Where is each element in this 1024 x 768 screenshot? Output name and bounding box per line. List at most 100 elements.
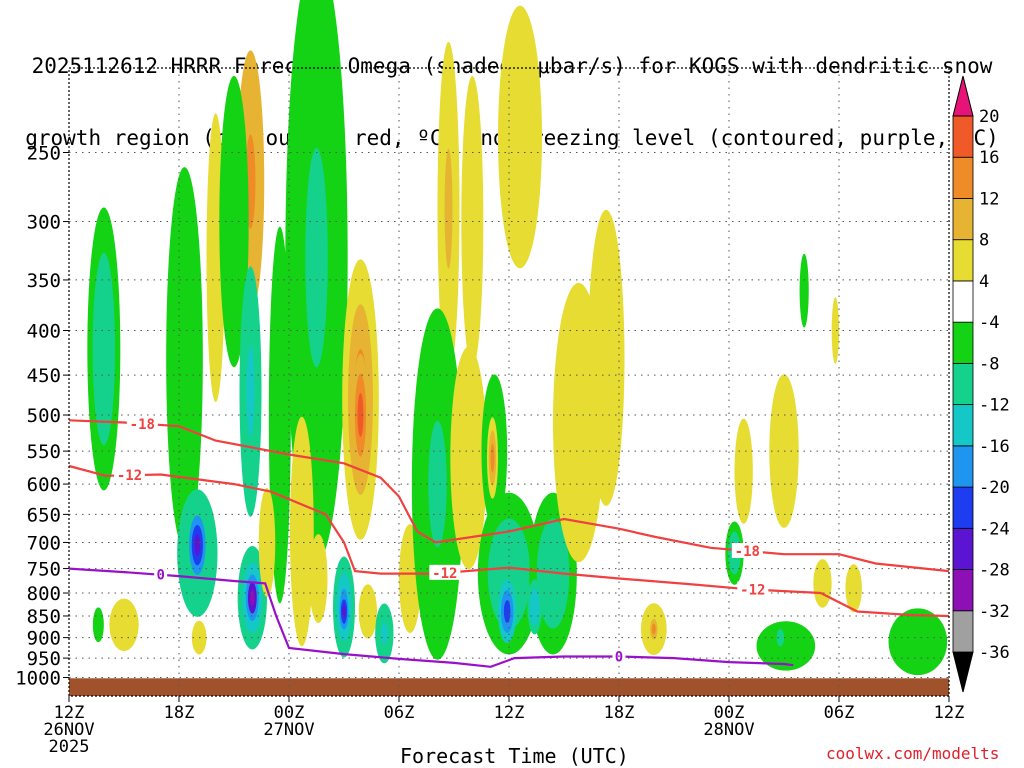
colorbar-swatch-12 (952, 156, 974, 199)
colorbar-label--16: -16 (979, 437, 1010, 457)
omega-cell-35-band-2 (532, 597, 538, 617)
omega-cell-15-band-2 (305, 147, 328, 368)
colorbar-label--28: -28 (979, 561, 1010, 581)
omega-cell-21-band-2 (342, 604, 346, 618)
omega-cell-22-band-2 (364, 601, 372, 622)
chart-title-line-1: 2025112612 HRRR Forecast Omega (shaded, … (31, 54, 993, 78)
ground-surface (69, 678, 949, 696)
x-tick-label-36-0: 00Z (714, 703, 745, 723)
snow-growth-minus18-label-bg-0 (126, 415, 158, 431)
omega-cell-24-band-2 (406, 558, 414, 599)
colorbar-label--32: -32 (979, 602, 1010, 622)
colorbar-swatch-16 (952, 115, 974, 158)
omega-cell-33-band-2 (503, 600, 511, 623)
x-tick-label-30-0: 18Z (604, 703, 635, 723)
y-tick-label-400: 400 (27, 321, 61, 343)
ground-layer (69, 678, 949, 696)
colorbar-over-triangle (952, 75, 974, 117)
y-tick-label-950: 950 (27, 648, 61, 670)
colorbar-label--8: -8 (979, 354, 999, 374)
omega-cell-42-band-2 (740, 452, 747, 491)
omega-cell-2-band-2 (118, 615, 130, 635)
snow-growth-minus12-label-bg-0 (114, 467, 145, 483)
y-tick-label-350: 350 (27, 270, 61, 292)
contour-lines: -18 -18 -12 -12 -12 0 0 (68, 415, 950, 668)
colorbar-label-20: 20 (979, 107, 999, 127)
omega-cell-26-band-2 (444, 148, 453, 269)
snow-growth-minus12-label-0: -12 (117, 468, 142, 484)
omega-cell-10-band-2 (246, 346, 255, 437)
omega-cell-0-band-2 (97, 298, 110, 400)
y-tick-label-800: 800 (27, 583, 61, 605)
y-tick-label-450: 450 (27, 365, 61, 387)
omega-cell-16-band-2 (297, 490, 307, 573)
colorbar-under-triangle (952, 651, 974, 693)
omega-cell-31-band-2 (490, 443, 495, 473)
y-tick-label-500: 500 (27, 405, 61, 427)
snow-growth-minus12-label-bg-2 (737, 581, 769, 597)
freezing-level-label-1: 0 (615, 649, 623, 665)
x-tick-label-0-1: 26NOV (43, 720, 94, 740)
x-tick-label-18-0: 06Z (384, 703, 415, 723)
colorbar-label-8: 8 (979, 231, 989, 251)
y-tick-label-1000: 1000 (15, 668, 61, 690)
x-tick-label-0-0: 12Z (54, 703, 85, 723)
omega-cell-49-band-2 (850, 579, 857, 597)
omega-cell-3-band-2 (177, 289, 192, 427)
colorbar-label--20: -20 (979, 478, 1010, 498)
omega-cell-4-band-2 (212, 205, 219, 310)
x-tick-label-0-2: 2025 (49, 737, 90, 757)
snow-growth-minus12-label-2: -12 (740, 582, 765, 598)
x-tick-label-6-0: 18Z (164, 703, 195, 723)
x-axis-title: Forecast Time (UTC) (400, 744, 629, 768)
colorbar-swatch--20 (952, 445, 974, 488)
y-tick-label-550: 550 (27, 441, 61, 463)
colorbar-swatch-8 (952, 198, 974, 241)
omega-cell-40-band-2 (651, 623, 656, 635)
x-tick-label-12-0: 00Z (274, 703, 305, 723)
colorbar-label--4: -4 (979, 313, 999, 333)
omega-cell-17-band-2 (315, 562, 322, 595)
snow-growth-minus18-line (68, 419, 950, 573)
omega-cell-37-band-2 (569, 372, 588, 473)
colorbar-swatch--12 (952, 362, 974, 406)
colorbar-swatch--36 (952, 610, 974, 653)
x-tick-label-12-1: 27NOV (263, 720, 314, 740)
omega-cell-38-band-2 (599, 304, 613, 412)
colorbar-label-12: 12 (979, 189, 999, 209)
omega-cell-50-band-2 (907, 629, 929, 654)
omega-cell-23-band-2 (381, 622, 388, 645)
freezing-level-label-bg-1 (612, 648, 626, 664)
omega-cell-27-band-2 (428, 420, 447, 548)
omega-cell-48-band-2 (819, 574, 826, 593)
omega-cell-29-band-2 (462, 417, 476, 499)
omega-cell-19-band-2 (357, 393, 364, 438)
colorbar-swatch--8 (952, 321, 974, 364)
freezing-level-label-0: 0 (156, 568, 164, 584)
grid-lines (69, 68, 949, 696)
omega-cell-45-band-2 (778, 633, 783, 643)
snow-growth-minus12-label-bg-1 (429, 564, 461, 580)
omega-cell-13-band-2 (275, 347, 284, 483)
x-tick-label-36-1: 28NOV (703, 720, 754, 740)
snow-growth-minus12-label-1: -12 (432, 566, 457, 582)
omega-heatmap (87, 0, 948, 676)
chart-title: 2025112612 HRRR Forecast Omega (shaded, … (0, 6, 1024, 174)
colorbar: -36 -32 -28 -24 -20 -16 -12 -8 -4 4 8 12 16 20 (952, 75, 1010, 693)
colorbar-label-4: 4 (979, 272, 989, 292)
colorbar-label-16: 16 (979, 148, 999, 168)
colorbar-label--24: -24 (979, 519, 1010, 539)
x-tick-label-48-0: 12Z (934, 703, 965, 723)
site-credit: coolwx.com/modelts (826, 744, 1000, 763)
y-tick-label-650: 650 (27, 504, 61, 526)
omega-cell-47-band-2 (834, 318, 837, 343)
colorbar-swatch--16 (952, 404, 974, 447)
omega-cell-46-band-2 (802, 277, 806, 304)
freezing-level-line (68, 567, 794, 668)
y-tick-label-600: 600 (27, 474, 61, 496)
y-tick-label-850: 850 (27, 606, 61, 628)
omega-cell-34-band-2 (544, 544, 562, 603)
snow-growth-minus18-label-1: -18 (735, 544, 760, 560)
